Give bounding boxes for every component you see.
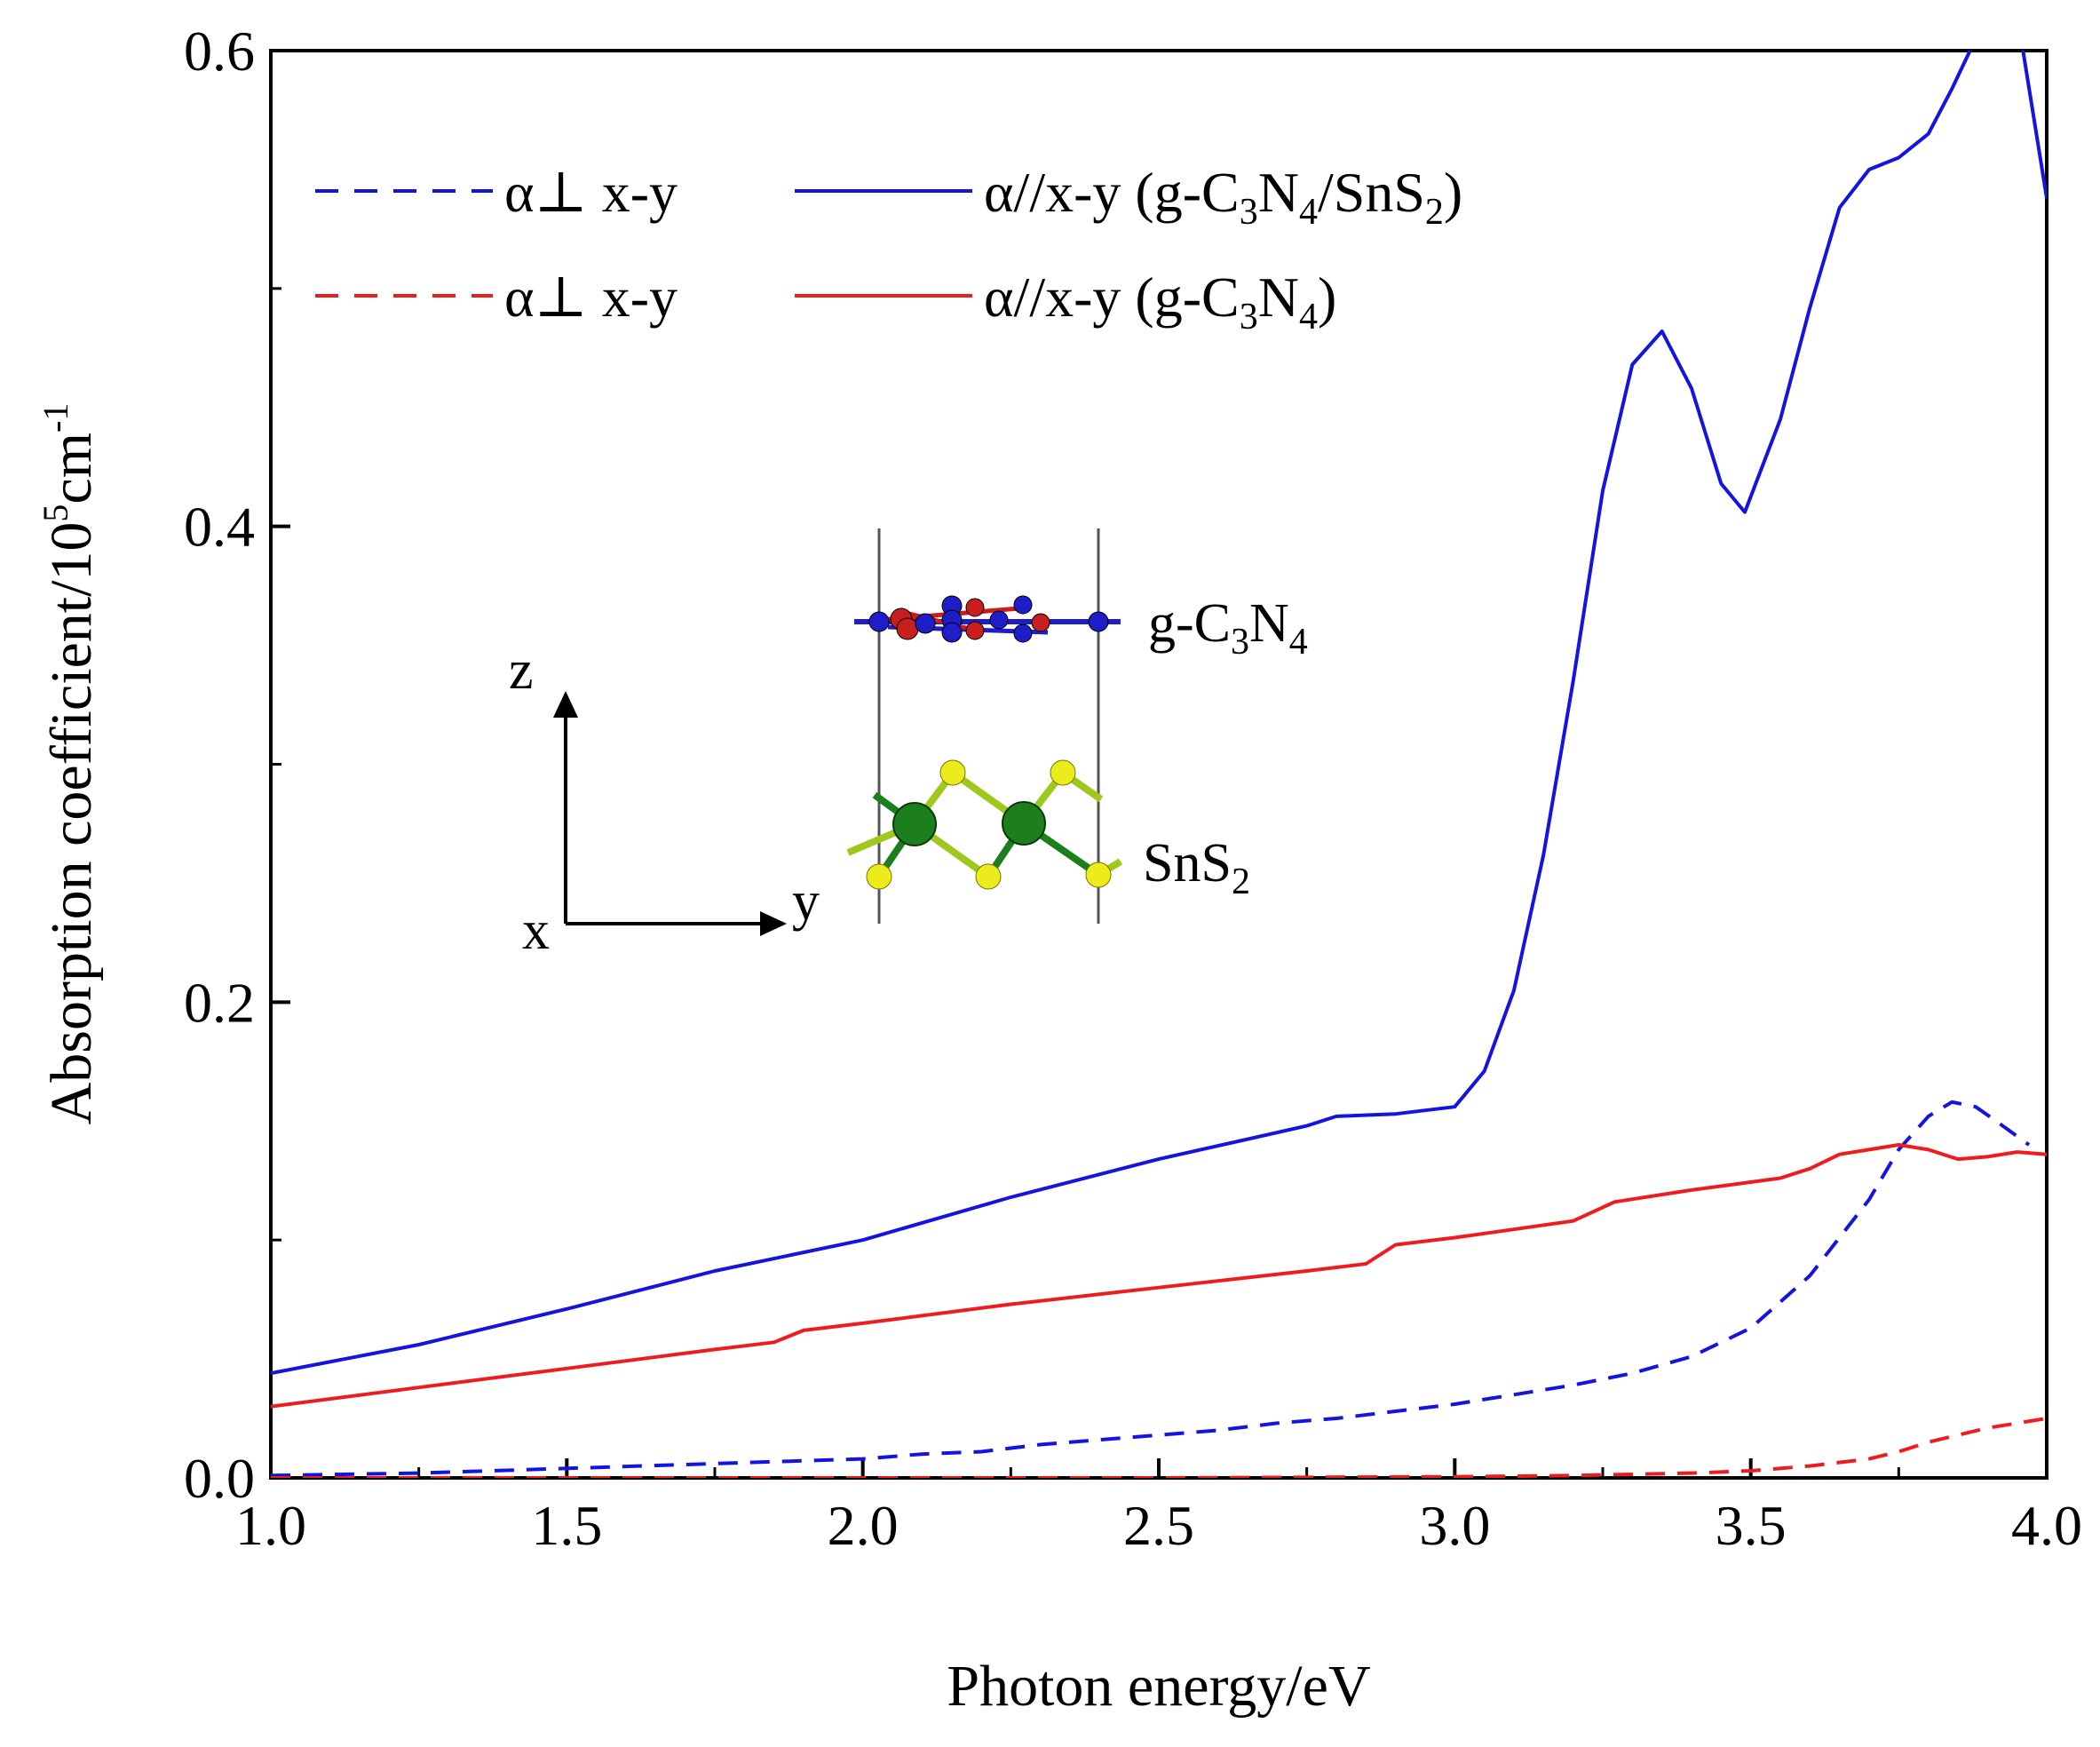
nitrogen-atom bbox=[989, 610, 1009, 630]
y-axis-title-main: Absorption coefficient/10 bbox=[39, 522, 104, 1125]
legend: α⊥ x-y α//x-y (g-C3N4/SnS2) α⊥ x-y α//x-… bbox=[315, 161, 1462, 337]
nitrogen-atom bbox=[1013, 623, 1033, 643]
carbon-atom bbox=[1031, 613, 1050, 632]
legend-par-text-2: α//x-y bbox=[984, 266, 1121, 329]
nitrogen-atom bbox=[1013, 595, 1033, 615]
x-tick-label: 2.0 bbox=[828, 1494, 899, 1557]
nitrogen-atom bbox=[868, 611, 890, 632]
x-tick-label: 1.0 bbox=[235, 1494, 306, 1557]
legend-label-red-par: α//x-y (g-C3N4) bbox=[984, 266, 1336, 337]
y-tick-label: 0.6 bbox=[184, 20, 255, 83]
structure-inset: z x y g-C3N4 bbox=[509, 528, 1308, 961]
sns2-label: SnS2 bbox=[1143, 833, 1250, 902]
y-axis-title-unit: cm bbox=[39, 433, 104, 504]
legend-close-b: ) bbox=[1318, 266, 1336, 329]
carbon-atom bbox=[965, 621, 985, 640]
legend-sub-4a: 4 bbox=[1299, 192, 1318, 233]
gcn-bond-cross bbox=[905, 610, 978, 633]
x-tick-label: 3.5 bbox=[1716, 1494, 1787, 1557]
z-label: z bbox=[509, 640, 534, 701]
legend-label-red-perp: α⊥ x-y bbox=[504, 266, 678, 329]
legend-n-b: N bbox=[1258, 266, 1299, 329]
series-line-2 bbox=[271, 51, 2047, 1376]
y-axis-arrow-icon bbox=[760, 911, 787, 936]
y-tick-label: 0.0 bbox=[184, 1447, 255, 1510]
legend-label-blue-perp: α⊥ x-y bbox=[504, 161, 678, 224]
sulfur-atom bbox=[1050, 759, 1076, 786]
y-tick-label: 0.4 bbox=[184, 496, 255, 559]
z-axis-arrow-icon bbox=[553, 691, 578, 718]
series-line-3 bbox=[271, 1417, 2047, 1478]
gcn-n: N bbox=[1249, 593, 1289, 654]
gcn-sub-4: 4 bbox=[1289, 622, 1308, 663]
legend-sub-2a: 2 bbox=[1425, 192, 1444, 233]
x-tick-label: 1.5 bbox=[531, 1494, 602, 1557]
y-axis-title: Absorption coefficient/105cm-1 bbox=[36, 403, 104, 1125]
legend-group-monolayer: (g-C3N4) bbox=[1121, 266, 1336, 337]
carbon-atom bbox=[965, 598, 985, 617]
x-tick-label: 2.5 bbox=[1123, 1494, 1194, 1557]
y-tick-label: 0.2 bbox=[184, 971, 255, 1034]
legend-n-a: N bbox=[1258, 161, 1299, 224]
tin-atom bbox=[1002, 801, 1046, 846]
sns2-sub-2: 2 bbox=[1232, 862, 1250, 902]
sulfur-atom bbox=[1085, 862, 1112, 888]
legend-group-heterostructure: (g-C3N4/SnS2) bbox=[1121, 161, 1462, 233]
legend-par-text-1: α//x-y bbox=[984, 161, 1121, 224]
legend-sub-3a: 3 bbox=[1240, 192, 1258, 233]
legend-sub-3b: 3 bbox=[1240, 297, 1258, 337]
y-axis-title-unit-sup: -1 bbox=[36, 403, 75, 433]
x-tick-label: 4.0 bbox=[2011, 1494, 2082, 1557]
nitrogen-atom bbox=[1088, 611, 1109, 632]
g-c3n4-label: g-C3N4 bbox=[1148, 593, 1308, 663]
y-axis-ticks: 0.0 0.2 0.4 0.6 bbox=[184, 20, 290, 1510]
carbon-atom bbox=[896, 617, 919, 640]
y-axis-title-sup: 5 bbox=[36, 504, 75, 522]
sulfur-atom bbox=[975, 863, 1002, 890]
series-line-4 bbox=[271, 1143, 2047, 1409]
tin-atom bbox=[892, 802, 937, 846]
gcn-sub-3: 3 bbox=[1231, 622, 1249, 663]
nitrogen-atom bbox=[915, 613, 936, 634]
x-axis-title: Photon energy/eV bbox=[947, 1654, 1370, 1719]
legend-label-blue-par: α//x-y (g-C3N4/SnS2) bbox=[984, 161, 1462, 233]
series-line-1 bbox=[271, 1100, 2031, 1478]
nitrogen-atom bbox=[941, 622, 963, 643]
sns2-layer bbox=[846, 759, 1123, 890]
sulfur-atom bbox=[866, 863, 892, 890]
legend-sub-4b: 4 bbox=[1299, 297, 1318, 337]
legend-close-a: ) bbox=[1444, 161, 1462, 224]
coordinate-axes: z x y bbox=[509, 640, 820, 961]
g-c3n4-layer bbox=[854, 595, 1121, 643]
legend-sns-a: /SnS bbox=[1318, 161, 1425, 224]
series-layer bbox=[271, 51, 2047, 1478]
x-axis-ticks: 1.0 1.5 2.0 2.5 3.0 3.5 4.0 bbox=[235, 1458, 2082, 1557]
sulfur-atom bbox=[939, 759, 966, 786]
x-tick-label: 3.0 bbox=[1419, 1494, 1490, 1557]
y-label: y bbox=[792, 871, 820, 932]
x-label: x bbox=[522, 901, 550, 961]
